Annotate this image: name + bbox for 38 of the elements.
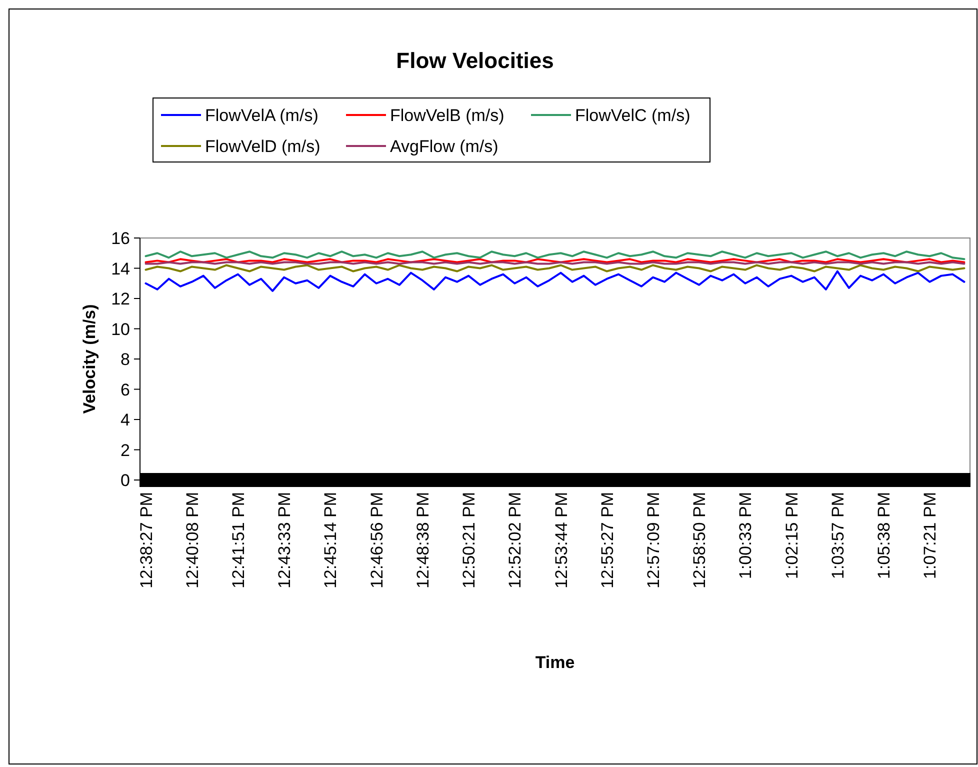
line-series xyxy=(144,264,966,272)
y-tick-label: 0 xyxy=(120,471,130,490)
legend-label: FlowVelD (m/s) xyxy=(205,137,320,156)
x-tick-label: 1:05:38 PM xyxy=(874,492,894,579)
y-axis-title: Velocity (m/s) xyxy=(80,304,99,414)
x-tick-label: 12:43:33 PM xyxy=(275,492,294,588)
line-series xyxy=(144,250,966,260)
x-tick-label: 12:48:38 PM xyxy=(413,492,432,588)
y-tick-label: 12 xyxy=(111,290,130,308)
x-tick-label: 12:46:56 PM xyxy=(367,492,386,588)
x-tick-label: 12:45:14 PM xyxy=(321,492,340,588)
chart-title: Flow Velocities xyxy=(396,48,554,73)
x-tick-label: 12:38:27 PM xyxy=(136,492,156,588)
x-tick-label: 12:55:27 PM xyxy=(598,492,617,588)
x-tick-label: 12:53:44 PM xyxy=(552,492,571,588)
x-tick-label: 12:41:51 PM xyxy=(228,492,248,588)
x-tick-label: 1:07:21 PM xyxy=(920,492,940,579)
x-tick-label: 12:40:08 PM xyxy=(182,492,202,588)
line-series xyxy=(144,270,966,292)
x-tick-label: 12:58:50 PM xyxy=(690,492,710,588)
legend-label: FlowVelA (m/s) xyxy=(205,106,318,125)
y-tick-label: 2 xyxy=(120,440,130,460)
x-tick-label: 12:50:21 PM xyxy=(460,492,479,588)
y-tick-label: 6 xyxy=(120,380,130,400)
y-tick-label: 4 xyxy=(120,410,130,430)
legend-label: AvgFlow (m/s) xyxy=(390,137,498,156)
x-tick-label: 12:52:02 PM xyxy=(506,492,525,588)
y-tick-label: 14 xyxy=(111,259,130,278)
y-tick-label: 10 xyxy=(111,320,130,339)
x-tick-label: 1:02:15 PM xyxy=(782,492,802,579)
x-tick-label: 1:03:57 PM xyxy=(828,492,848,579)
y-tick-label: 8 xyxy=(120,350,130,369)
y-tick-label: 16 xyxy=(111,229,130,248)
x-tick-label: 1:00:33 PM xyxy=(736,492,756,579)
legend-label: FlowVelC (m/s) xyxy=(575,106,690,125)
x-axis-title: Time xyxy=(535,653,575,672)
legend-label: FlowVelB (m/s) xyxy=(390,106,504,125)
x-tick-label: 12:57:09 PM xyxy=(644,492,663,588)
